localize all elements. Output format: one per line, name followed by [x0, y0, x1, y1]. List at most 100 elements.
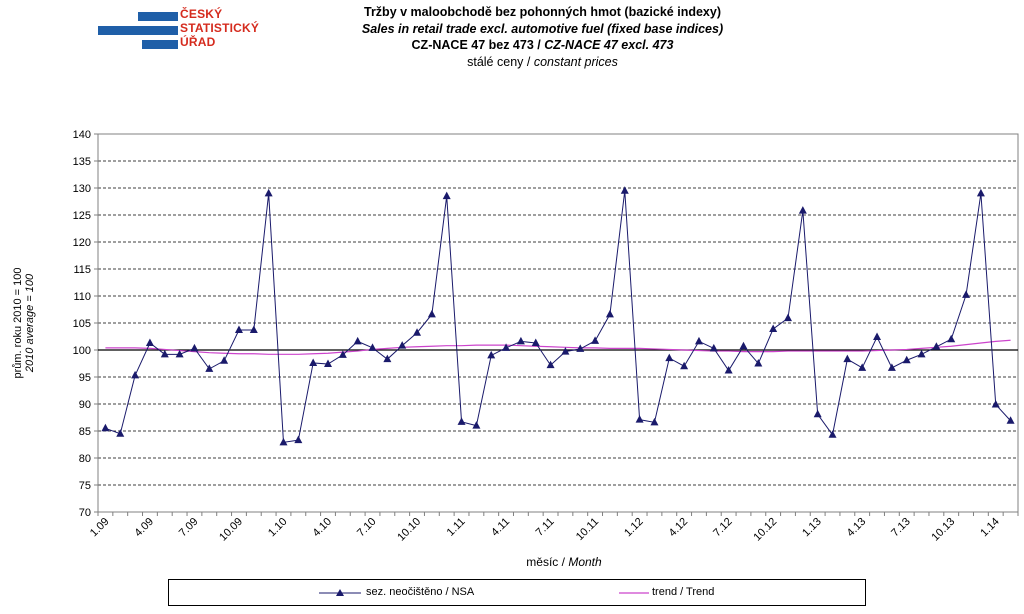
- nsa-point: [264, 188, 273, 197]
- nsa-point: [650, 417, 659, 426]
- plot-area-border: [97, 133, 1019, 513]
- x-tick-label: 7.10: [355, 516, 379, 540]
- x-tick-label: 7.09: [177, 516, 201, 540]
- nsa-point: [843, 354, 852, 363]
- y-tick-label: 135: [73, 156, 91, 168]
- y-tick-label: 110: [73, 291, 91, 303]
- nsa-point: [546, 360, 555, 369]
- x-tick-label: 7.12: [711, 516, 735, 540]
- nsa-point: [190, 343, 199, 352]
- x-tick-label: 1.12: [622, 516, 646, 540]
- nsa-point: [576, 344, 585, 352]
- nsa-point: [353, 336, 362, 345]
- nsa-point: [813, 409, 822, 418]
- nsa-point: [175, 349, 184, 358]
- nsa-point: [694, 336, 703, 345]
- nsa-point: [294, 435, 303, 444]
- nsa-point: [487, 350, 496, 359]
- logo-text: ČESKÝ STATISTICKÝ ÚŘAD: [180, 7, 259, 49]
- x-tick-label: 1.13: [800, 516, 824, 540]
- nsa-point: [962, 290, 971, 298]
- nsa-point: [784, 313, 792, 322]
- nsa-point: [769, 324, 778, 332]
- nsa-point: [605, 309, 614, 318]
- prices-line: stálé ceny / constant prices: [270, 54, 815, 71]
- legend-nsa-marker: [336, 589, 344, 596]
- nsa-markers: [101, 186, 1015, 446]
- nsa-point: [234, 325, 243, 334]
- x-tick-label: 4.09: [132, 516, 156, 540]
- nsa-point: [635, 415, 644, 423]
- x-tick-label: 4.13: [845, 516, 869, 540]
- y-axis-label-en: 2010 average = 100: [24, 273, 36, 373]
- nsa-point: [531, 338, 540, 346]
- x-axis-label-separator: /: [558, 555, 568, 569]
- nsa-point: [205, 364, 214, 372]
- nsa-point: [131, 370, 140, 379]
- legend-nsa-label: sez. neočištěno / NSA: [366, 586, 475, 598]
- nsa-point: [101, 423, 110, 432]
- x-tick-label: 10.12: [751, 516, 779, 544]
- logo-bar-bottom: [142, 40, 178, 49]
- x-tick-label: 1.09: [88, 516, 112, 540]
- x-tick-label: 1.11: [445, 516, 468, 539]
- nsa-point: [991, 400, 1000, 408]
- series-line-nsa: [105, 190, 1011, 443]
- x-tick-label: 10.09: [217, 516, 245, 544]
- title-cz: Tržby v maloobchodě bez pohonných hmot (…: [364, 5, 721, 19]
- nsa-point: [279, 437, 288, 446]
- nsa-point: [798, 206, 807, 214]
- logo-bars-graphic: [98, 12, 178, 49]
- nsa-point: [709, 343, 718, 352]
- nsa-point: [516, 336, 525, 345]
- x-tick-label: 4.11: [489, 516, 512, 539]
- classification-separator: /: [533, 38, 545, 52]
- nsa-point: [368, 343, 377, 351]
- legend-graphics: [319, 589, 649, 596]
- title-en: Sales in retail trade excl. automotive f…: [361, 21, 724, 36]
- y-tick-label: 75: [79, 480, 91, 492]
- y-tick-label: 125: [73, 210, 91, 222]
- y-tick-label: 130: [73, 183, 91, 195]
- y-tick-label: 100: [73, 345, 91, 357]
- nsa-point: [976, 188, 985, 197]
- y-tick-label: 105: [73, 318, 91, 330]
- y-axis-ticks: 70 75 80 85 90 95 100 105 110 115 120 125 130 135 140: [73, 129, 98, 519]
- nsa-point: [591, 336, 600, 344]
- nsa-point: [1006, 416, 1015, 424]
- classification-line: CZ-NACE 47 bez 473 / CZ-NACE 47 excl. 47…: [270, 37, 815, 54]
- y-tick-label: 85: [79, 426, 91, 438]
- x-tick-label: 7.13: [889, 516, 913, 540]
- nsa-point: [932, 342, 941, 350]
- y-tick-label: 115: [73, 264, 91, 276]
- classification-en: CZ-NACE 47 excl. 473: [544, 38, 674, 52]
- nsa-point: [338, 350, 347, 358]
- nsa-point: [457, 417, 466, 425]
- nsa-point: [145, 338, 154, 346]
- nsa-point: [887, 363, 896, 371]
- nsa-point: [665, 353, 674, 362]
- y-tick-label: 70: [79, 507, 91, 519]
- nsa-point: [739, 341, 748, 350]
- x-axis-ticks: 1.09 4.09 7.09 10.09 1.10 4.10 7.10 10.10 1.11 4.…: [88, 512, 1019, 544]
- nsa-point: [249, 325, 258, 334]
- nsa-point: [309, 358, 318, 366]
- nsa-point: [947, 334, 956, 343]
- prices-en: constant prices: [533, 54, 618, 69]
- nsa-point: [427, 309, 436, 318]
- chart-header: Tržby v maloobchodě bez pohonných hmot (…: [270, 4, 815, 70]
- x-tick-label: 10.11: [574, 516, 601, 543]
- x-axis-label-cz: měsíc: [526, 555, 558, 569]
- nsa-point: [724, 366, 733, 374]
- nsa-point: [398, 341, 407, 349]
- prices-separator: /: [523, 54, 534, 69]
- nsa-point: [116, 429, 125, 437]
- nsa-point: [680, 361, 689, 370]
- nsa-point: [620, 186, 629, 194]
- logo-line-2: STATISTICKÝ: [180, 21, 260, 35]
- nsa-point: [472, 421, 481, 429]
- y-tick-label: 120: [73, 237, 91, 249]
- nsa-point: [858, 363, 867, 371]
- nsa-point: [754, 359, 763, 367]
